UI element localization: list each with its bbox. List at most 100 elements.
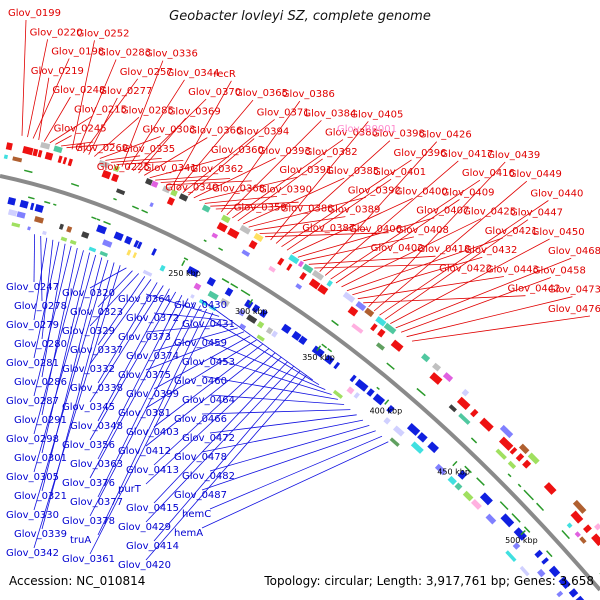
forward-connector [43,96,71,142]
forward-connector [341,218,482,288]
reverse-connector [89,298,189,479]
gene-feature-6-25 [454,482,463,491]
forward-gene-label: Glov_0443 [486,265,539,276]
gene-feature-1-1 [22,146,34,156]
reverse-gene-label: Glov_0399 [126,389,179,400]
gene-feature-7-9 [198,298,208,307]
forward-gene-label: Glov_0340 [165,182,218,193]
forward-connector [176,99,254,191]
gene-feature-0-31 [594,523,600,531]
forward-connector [199,176,298,201]
reverse-connector [209,414,357,434]
reverse-gene-label: Glov_0420 [118,560,171,571]
forward-connector [308,255,436,265]
gene-feature-6-7 [126,249,132,256]
reverse-gene-label: Glov_0356 [62,440,115,451]
forward-gene-label: Glov_0335 [122,144,175,155]
reverse-connector [145,356,282,485]
gene-feature-1-21 [377,328,386,338]
gene-feature-1-11 [216,222,228,233]
forward-connector [259,229,368,234]
reverse-connector [153,312,226,321]
forward-connector [281,159,412,248]
gene-feature-3-15 [561,529,570,540]
gene-feature-5-33 [513,527,527,541]
gene-feature-1-22 [390,339,404,352]
gene-feature-1-8 [101,169,112,180]
gene-feature-3-3 [132,205,139,210]
gene-feature-4-15 [499,501,509,511]
gene-feature-0-8 [178,193,189,202]
reverse-connector [33,254,97,473]
forward-connector [352,256,483,296]
gene-feature-5-0 [7,196,17,206]
gene-feature-1-10 [166,196,175,206]
forward-gene-label: Glov_0371 [257,107,310,118]
reverse-connector [201,375,338,400]
forward-gene-label: Glov_0248 [52,85,105,96]
reverse-gene-label: Glov_0378 [62,516,115,527]
forward-connector [400,277,551,333]
reverse-connector [41,257,103,492]
reverse-gene-label: Glov_0429 [118,522,171,533]
forward-gene-label: Glov_0388 [281,204,334,215]
forward-connector [27,39,48,138]
forward-gene-label: Glov_0401 [373,167,426,178]
reverse-connector [153,352,276,466]
reverse-gene-label: Glov_0281 [6,358,59,369]
forward-connector [155,175,209,181]
forward-gene-label: Glov_0450 [532,227,585,238]
gene-feature-1-20 [370,323,378,332]
gene-feature-5-19 [311,345,325,358]
forward-gene-label: Glov_0384 [303,108,356,119]
forward-gene-label: Glov_0416 [462,168,515,179]
forward-gene-label: Glov_0370 [188,87,241,98]
tick-marks: 250 kbp 300 kbp 350 kbp 400 kbp 450 kbp 500 k… [168,260,538,545]
gene-feature-5-23 [354,378,369,392]
gene-feature-0-2 [98,159,110,169]
gene-feature-7-16 [519,565,530,577]
gene-feature-5-7 [133,240,140,248]
gene-feature-6-9 [159,264,166,272]
gene-feature-4-16 [511,513,521,523]
tick-mark [520,530,526,536]
forward-connector [270,121,369,241]
gene-feature-0-13 [288,254,300,265]
reverse-gene-label: Glov_0373 [118,332,171,343]
forward-gene-label: Glov_0468 [548,246,600,257]
gene-feature-6-2 [34,215,44,224]
forward-gene-label: Glov_0389 [327,205,380,216]
forward-gene-label: Glov_0303 [143,125,196,136]
gene-feature-5-2 [29,202,35,211]
forward-connector [49,115,93,144]
reverse-connector [201,419,364,453]
gene-feature-1-28 [509,447,518,455]
reverse-gene-label: Glov_0247 [6,282,59,293]
gene-feature-2-11 [458,413,471,425]
forward-connector [210,201,299,207]
reverse-gene-label: Glov_0381 [118,408,171,419]
gene-feature-0-1 [53,145,63,154]
forward-gene-label: Glov_0277 [99,86,152,97]
reverse-gene-label: Glov_0377 [70,497,123,508]
reverse-gene-label: Glov_0375 [118,370,171,381]
gene-feature-5-9 [151,248,157,256]
gene-feature-1-12 [227,227,240,239]
gene-feature-6-14 [246,314,258,324]
forward-gene-label: Glov_0283 [98,48,151,59]
forward-gene-label: Glov_0392 [348,185,401,196]
forward-connector [182,119,275,193]
reverse-connector [33,259,109,511]
reverse-gene-label: Glov_0280 [14,339,67,350]
gene-feature-5-15 [259,308,268,319]
reverse-gene-label: Glov_0279 [6,320,59,331]
forward-gene-label: Glov_0458 [533,266,586,277]
forward-connector [116,160,184,165]
gene-feature-2-7 [295,283,303,290]
forward-connector [160,178,231,183]
gene-feature-0-25 [442,372,454,383]
forward-connector [171,80,232,188]
gene-feature-6-12 [219,297,231,307]
gene-feature-1-15 [286,263,293,271]
forward-connector [193,157,276,199]
